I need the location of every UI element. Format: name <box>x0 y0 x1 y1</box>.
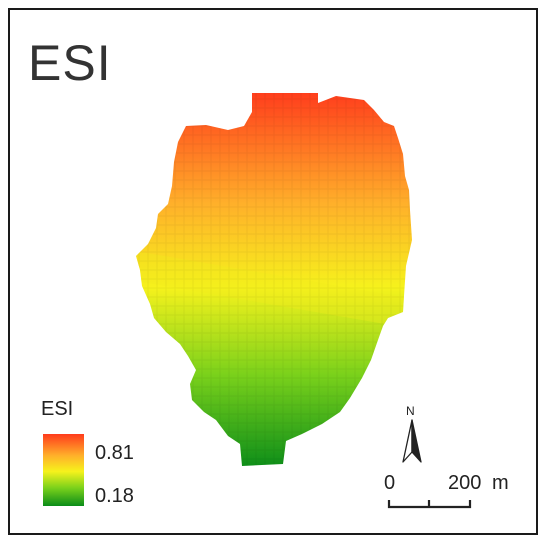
scale-start-label: 0 <box>384 472 396 494</box>
north-label: N <box>406 404 415 418</box>
scale-end-label: 200 <box>448 472 482 494</box>
north-arrow-icon <box>402 419 422 463</box>
legend-max-label: 0.81 <box>95 442 134 464</box>
map-title: ESI <box>28 35 112 91</box>
legend-min-label: 0.18 <box>95 485 134 507</box>
legend-color-ramp <box>43 434 84 506</box>
legend-title: ESI <box>41 398 74 420</box>
esi-raster-region <box>136 93 412 466</box>
scale-bar <box>387 500 472 509</box>
scale-unit-label: m <box>492 472 509 494</box>
